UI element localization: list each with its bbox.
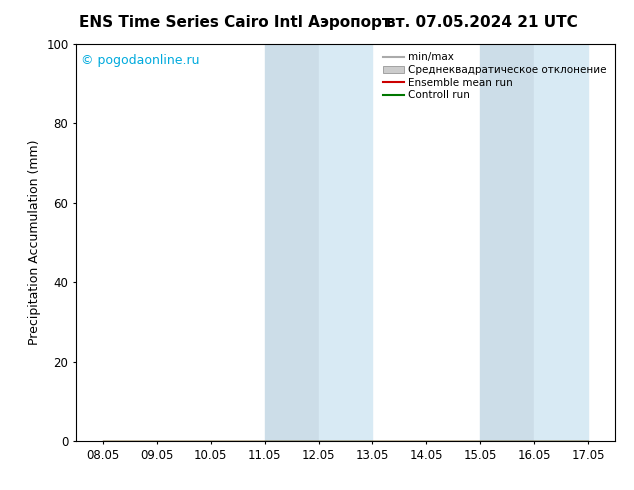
Bar <box>534 44 588 441</box>
Legend: min/max, Среднеквадратическое отклонение, Ensemble mean run, Controll run: min/max, Среднеквадратическое отклонение… <box>380 49 610 103</box>
Text: вт. 07.05.2024 21 UTC: вт. 07.05.2024 21 UTC <box>386 15 578 30</box>
Text: ENS Time Series Cairo Intl Аэропорт: ENS Time Series Cairo Intl Аэропорт <box>79 15 391 30</box>
Y-axis label: Precipitation Accumulation (mm): Precipitation Accumulation (mm) <box>28 140 41 345</box>
Bar <box>265 44 318 441</box>
Bar <box>481 44 534 441</box>
Text: © pogodaonline.ru: © pogodaonline.ru <box>81 54 200 67</box>
Bar <box>319 44 373 441</box>
